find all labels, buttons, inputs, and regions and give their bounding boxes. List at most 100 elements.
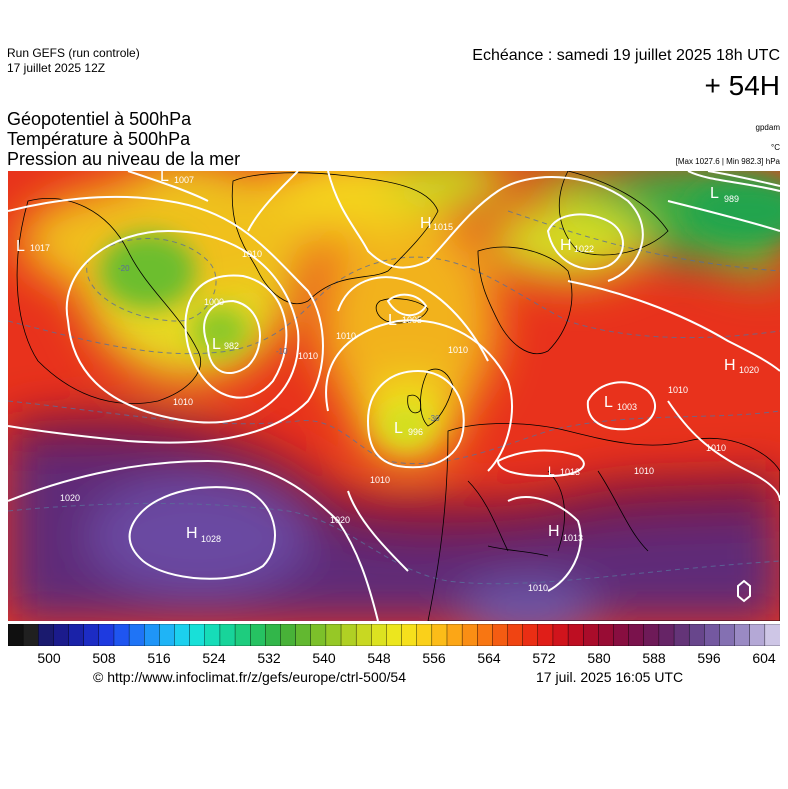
unit-temperature: °C: [771, 143, 780, 152]
colorbar-swatch: [522, 624, 539, 646]
pressure-center-low: L 982: [212, 336, 239, 353]
isobar-label: 1010: [706, 443, 726, 453]
colorbar-swatch: [764, 624, 780, 646]
copyright-link[interactable]: © http://www.infoclimat.fr/z/gefs/europe…: [93, 669, 407, 685]
colorbar-swatch: [446, 624, 463, 646]
svg-text:1017: 1017: [30, 243, 50, 253]
isotherm-label: -20: [118, 264, 130, 273]
isobar-label: 1020: [60, 493, 80, 503]
svg-text:1028: 1028: [201, 534, 221, 544]
pressure-centers: L 1007 L 1017 L 982 H 1015 L 1005 L 996 H 1022 …: [16, 171, 759, 544]
colorbar-swatch: [567, 624, 584, 646]
svg-text:989: 989: [724, 194, 739, 204]
svg-text:1005: 1005: [402, 315, 422, 325]
svg-text:1020: 1020: [739, 365, 759, 375]
svg-text:L: L: [710, 185, 719, 202]
svg-text:H: H: [420, 215, 432, 232]
colorbar-swatch: [492, 624, 509, 646]
colorbar-swatch: [658, 624, 675, 646]
colorbar-swatch: [295, 624, 312, 646]
isobar-label: 1010: [173, 397, 193, 407]
isobar-label: 1010: [448, 345, 468, 355]
colorbar-swatch: [673, 624, 690, 646]
pressure-center-high: H 1015: [420, 215, 453, 232]
colorbar-swatch: [265, 624, 281, 646]
isobar-label: 1010: [242, 249, 262, 259]
colorbar-tick-label: 540: [312, 650, 336, 666]
cold-cores: [100, 181, 780, 446]
pressure-center-low: L 1017: [16, 238, 50, 255]
isobars: [8, 171, 780, 621]
colorbar-swatch: [325, 624, 342, 646]
colorbar-tick-label: 516: [147, 650, 171, 666]
isobar-label: 1010: [370, 475, 390, 485]
colorbar-swatch: [22, 624, 39, 646]
valid-time: Echéance : samedi 19 juillet 2025 18h UT…: [472, 47, 780, 64]
colorbar-swatch: [537, 624, 554, 646]
colorbar-swatch: [159, 624, 176, 646]
pressure-center-high: H 1013: [548, 523, 583, 543]
colorbar-swatch: [461, 624, 478, 646]
isotherm-labels: -20 -10 -30: [118, 264, 440, 423]
isotherm-label: -10: [276, 347, 288, 356]
isobar-label: 1020: [330, 515, 350, 525]
pressure-center-low: L 1005: [388, 312, 422, 329]
colorbar-swatch: [719, 624, 736, 646]
pressure-center-low: L 1013: [548, 464, 580, 478]
pressure-extremes: [Max 1027.6 | Min 982.3] hPa: [675, 157, 780, 166]
pressure-center-low: L 1003: [604, 394, 637, 412]
isobar-label: 1010: [336, 331, 356, 341]
colorbar-tick-label: 500: [37, 650, 61, 666]
colorbar-swatch: [477, 624, 493, 646]
isobar-label: 1010: [528, 583, 548, 593]
colorbar-tick-label: 548: [367, 650, 391, 666]
run-title: Run GEFS (run controle): [7, 46, 140, 60]
svg-text:H: H: [548, 523, 560, 540]
colorbar-tick-label: 596: [697, 650, 721, 666]
svg-text:H: H: [724, 357, 736, 374]
colorbar-swatch: [280, 624, 297, 646]
isobar-label: 1010: [298, 351, 318, 361]
isotherm-label: -30: [428, 414, 440, 423]
colorbar-swatch: [310, 624, 327, 646]
lead-time: + 54H: [704, 70, 781, 101]
svg-text:1013: 1013: [560, 467, 580, 477]
colorbar-swatch: [643, 624, 660, 646]
svg-text:1003: 1003: [617, 402, 637, 412]
pressure-center-high: H 1020: [724, 357, 759, 375]
colorbar-swatch: [83, 624, 100, 646]
unit-geopotential: gpdam: [755, 123, 780, 132]
title-geopotential: Géopotentiel à 500hPa: [7, 109, 192, 129]
colorbar-swatch: [371, 624, 387, 646]
colorbar-swatch: [340, 624, 357, 646]
colorbar-tick-label: 564: [477, 650, 501, 666]
svg-text:L: L: [394, 420, 403, 437]
pressure-center-low: L 989: [710, 185, 739, 204]
colorbar-swatch: [113, 624, 130, 646]
title-pressure: Pression au niveau de la mer: [7, 149, 241, 169]
colorbar-swatch: [144, 624, 160, 646]
svg-text:H: H: [560, 237, 572, 254]
svg-text:H: H: [186, 525, 198, 542]
isobar-label: 1000: [204, 297, 224, 307]
colorbar-swatch: [8, 624, 24, 646]
colorbar-swatch: [174, 624, 191, 646]
weather-map: 1000 1010 1010 1010 1010 1010 1010 1010 …: [8, 171, 780, 621]
pressure-center-low: L 996: [394, 420, 423, 437]
pressure-center-high: H 1022: [560, 237, 594, 254]
svg-text:L: L: [160, 171, 169, 185]
colorbar-swatch: [38, 624, 54, 646]
svg-text:982: 982: [224, 341, 239, 351]
colorbar-swatch: [355, 624, 372, 646]
colorbar-tick-label: 524: [202, 650, 226, 666]
colorbar-swatch: [552, 624, 569, 646]
colorbar: [8, 624, 780, 646]
generation-date: 17 juil. 2025 16:05 UTC: [536, 669, 684, 685]
svg-text:996: 996: [408, 427, 423, 437]
svg-text:1015: 1015: [433, 222, 453, 232]
colorbar-swatch: [204, 624, 221, 646]
colorbar-swatch: [613, 624, 630, 646]
colorbar-tick-label: 556: [422, 650, 446, 666]
colorbar-swatch: [598, 624, 614, 646]
colorbar-swatch: [98, 624, 115, 646]
